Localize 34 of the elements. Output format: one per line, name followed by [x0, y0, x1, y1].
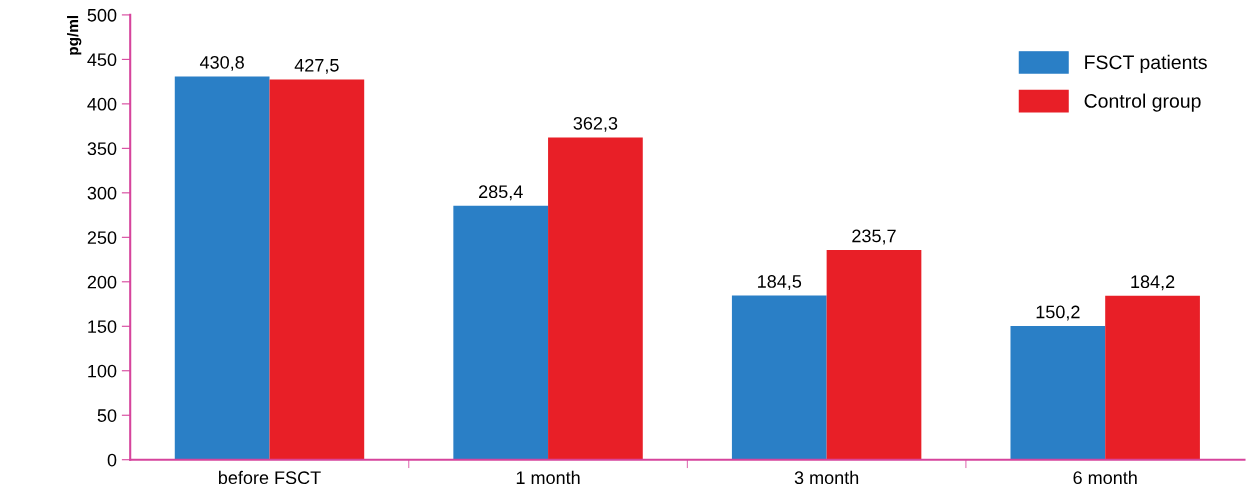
bar — [548, 137, 643, 460]
data-label: 427,5 — [294, 58, 339, 74]
bar — [826, 250, 922, 460]
y-tick-label: 250 — [87, 231, 117, 245]
y-tick-label: 50 — [97, 409, 117, 422]
y-tick-label: 300 — [87, 186, 117, 200]
data-label: 150,2 — [1036, 305, 1080, 321]
y-tick-label: 200 — [87, 275, 117, 289]
y-tick-label: 100 — [88, 364, 117, 378]
data-label: 184,5 — [758, 275, 802, 290]
y-tick-label: 350 — [87, 142, 117, 156]
data-label: 430,8 — [199, 55, 244, 71]
data-label: 184,2 — [1131, 275, 1175, 291]
bar — [1010, 326, 1106, 460]
bar — [174, 76, 270, 460]
legend-label: FSCT patients — [1085, 54, 1207, 73]
y-tick-label: 500 — [87, 8, 117, 22]
data-label: 362,3 — [573, 116, 618, 132]
bar — [731, 295, 827, 460]
x-tick-label: 3 month — [794, 470, 859, 485]
data-label: 235,7 — [852, 229, 896, 245]
y-tick-label: 400 — [87, 97, 117, 111]
y-tick-label: 0 — [107, 453, 117, 467]
bar — [453, 205, 549, 460]
bar — [269, 79, 365, 460]
x-tick-label: 1 month — [516, 470, 580, 485]
x-tick-label: before FSCT — [218, 470, 321, 485]
legend-label: Control group — [1084, 93, 1201, 112]
y-tick-label: 150 — [88, 320, 117, 333]
x-tick-label: 6 month — [1073, 470, 1137, 485]
data-label: 285,4 — [479, 185, 523, 201]
y-axis-title: pg/ml — [67, 15, 82, 55]
y-tick-label: 450 — [87, 53, 117, 67]
bar — [1105, 295, 1200, 460]
